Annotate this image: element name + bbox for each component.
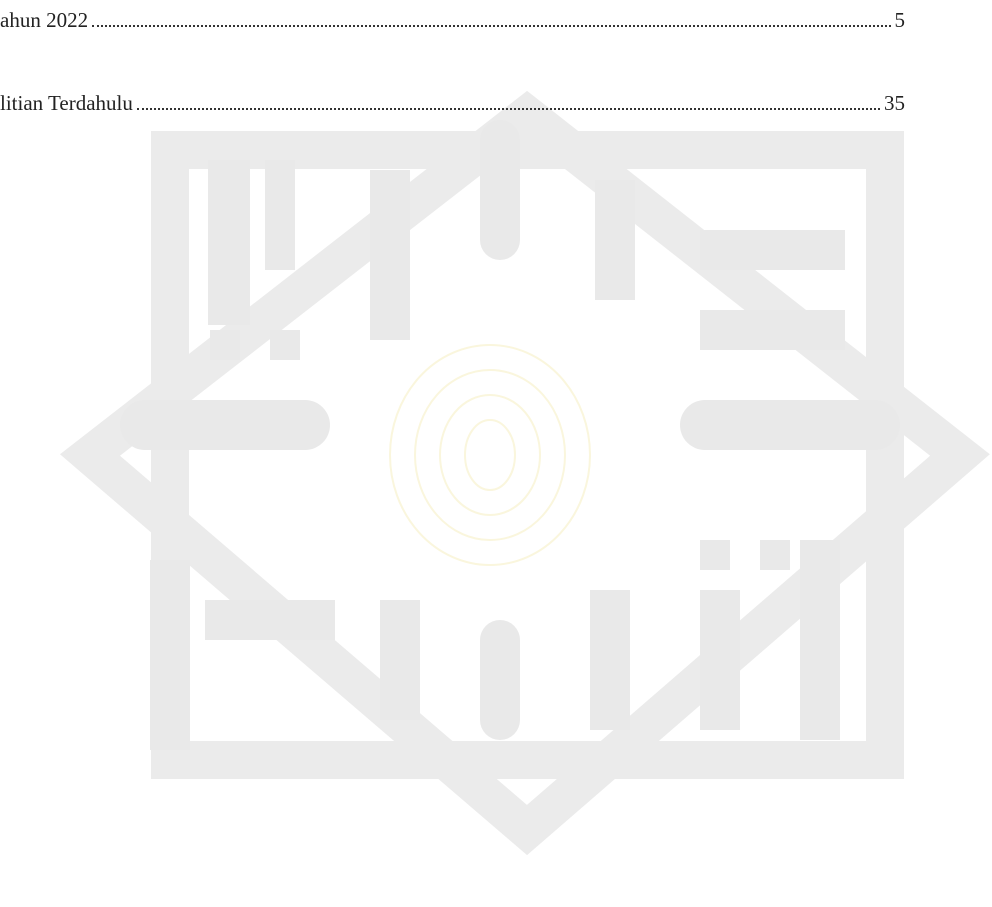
entry-title: ahun 2022	[0, 6, 88, 34]
toc-entry: litian Terdahulu 35	[0, 89, 905, 117]
entry-page: 5	[895, 6, 906, 34]
dot-leader	[92, 25, 890, 27]
entry-title: litian Terdahulu	[0, 89, 133, 117]
dot-leader	[137, 108, 880, 110]
entry-page: 35	[884, 89, 905, 117]
toc-entry: ahun 2022 5	[0, 6, 905, 34]
watermark	[0, 0, 992, 907]
center-ornament	[390, 345, 590, 565]
page: {"toc": {"entries": [{"title": "ahun 202…	[0, 0, 992, 907]
